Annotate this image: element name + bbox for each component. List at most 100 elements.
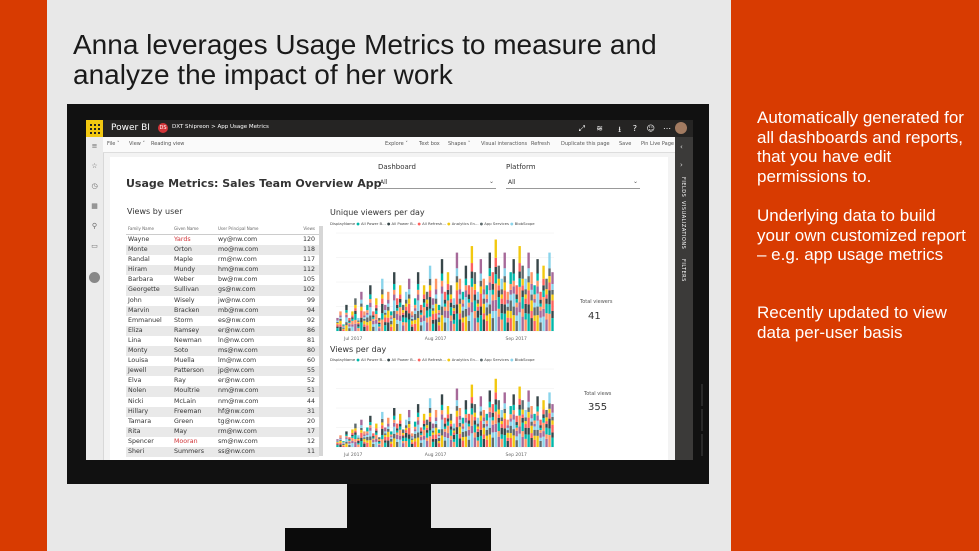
chart-bar-segment[interactable] — [396, 428, 399, 431]
chart-bar-segment[interactable] — [536, 280, 539, 287]
chart-bar-segment[interactable] — [536, 420, 539, 430]
chart-bar-segment[interactable] — [443, 440, 447, 447]
legend-item[interactable]: All Power B... — [360, 357, 386, 362]
chart-bar-segment[interactable] — [521, 431, 524, 437]
chart-bar-segment[interactable] — [434, 438, 438, 447]
chart-bar-segment[interactable] — [342, 445, 345, 447]
chart-bar-segment[interactable] — [378, 437, 381, 440]
chart-bar-segment[interactable] — [476, 423, 480, 427]
chart-bar-segment[interactable] — [431, 423, 435, 429]
chart-bar-segment[interactable] — [437, 437, 441, 442]
chart-bar-segment[interactable] — [422, 426, 426, 430]
app-launcher-icon[interactable] — [86, 120, 103, 137]
duplicate-page-button[interactable]: Duplicate this page — [561, 141, 610, 147]
chart-bar-segment[interactable] — [464, 417, 468, 423]
chart-bar-segment[interactable] — [378, 322, 381, 325]
chart-bar-segment[interactable] — [503, 403, 506, 409]
chart-bar-segment[interactable] — [416, 318, 420, 331]
legend-item[interactable]: BlobScope — [514, 221, 535, 226]
chart-bar-segment[interactable] — [527, 276, 530, 283]
chart-bar-segment[interactable] — [548, 252, 551, 269]
chart-bar-segment[interactable] — [506, 322, 509, 331]
chart-bar-segment[interactable] — [497, 417, 500, 423]
chart-bar-segment[interactable] — [494, 299, 497, 311]
chart-bar-segment[interactable] — [506, 299, 509, 304]
chart-bar-segment[interactable] — [446, 294, 450, 301]
chart-bar-segment[interactable] — [419, 325, 423, 331]
chart-bar-segment[interactable] — [366, 312, 369, 315]
download-icon[interactable]: ⭳ — [618, 125, 621, 134]
chart-bar-segment[interactable] — [407, 294, 411, 299]
chart-bar-segment[interactable] — [518, 312, 521, 331]
table-scrollbar[interactable] — [319, 226, 323, 456]
chart-bar-segment[interactable] — [506, 425, 509, 428]
chart-bar-segment[interactable] — [530, 418, 533, 422]
chart-bar-segment[interactable] — [363, 441, 366, 444]
chart-bar-segment[interactable] — [536, 411, 539, 416]
chart-bar-segment[interactable] — [521, 436, 524, 447]
chart-bar-segment[interactable] — [476, 310, 480, 318]
chart-bar-segment[interactable] — [396, 308, 399, 311]
chart-bar-segment[interactable] — [357, 317, 360, 321]
chart-bar-segment[interactable] — [524, 303, 527, 314]
chart-bar-segment[interactable] — [521, 400, 524, 410]
chart-bar-segment[interactable] — [542, 417, 545, 423]
chart-bar-segment[interactable] — [503, 304, 506, 314]
chart-bar-segment[interactable] — [458, 422, 462, 427]
chart-bar-segment[interactable] — [548, 282, 551, 291]
chart-bar-segment[interactable] — [351, 434, 354, 437]
chart-bar-segment[interactable] — [375, 439, 378, 442]
chart-bar-segment[interactable] — [404, 432, 408, 438]
chart-bar-segment[interactable] — [515, 436, 518, 441]
chart-bar-segment[interactable] — [419, 312, 423, 315]
chart-bar-segment[interactable] — [425, 430, 429, 433]
chart-bar-segment[interactable] — [533, 413, 536, 421]
chart-bar-segment[interactable] — [378, 328, 381, 331]
chart-bar-segment[interactable] — [410, 317, 414, 319]
chart-bar-segment[interactable] — [512, 419, 515, 430]
chart-bar-segment[interactable] — [351, 437, 354, 442]
chart-bar-segment[interactable] — [348, 320, 351, 322]
chart-bar-segment[interactable] — [419, 433, 423, 435]
chart-bar-segment[interactable] — [500, 319, 503, 331]
chart-bar-segment[interactable] — [548, 276, 551, 283]
chart-bar-segment[interactable] — [515, 415, 518, 423]
chart-bar-segment[interactable] — [533, 285, 536, 295]
chart-bar-segment[interactable] — [545, 427, 548, 435]
chart-bar-segment[interactable] — [470, 433, 474, 447]
chart-bar-segment[interactable] — [518, 398, 521, 405]
chart-bar-segment[interactable] — [428, 290, 432, 298]
chart-bar-segment[interactable] — [506, 437, 509, 441]
chart-bar-segment[interactable] — [416, 437, 420, 447]
chart-bar-segment[interactable] — [497, 290, 500, 298]
chart-bar-segment[interactable] — [390, 436, 393, 438]
chart-bar-segment[interactable] — [449, 420, 453, 424]
chart-bar-segment[interactable] — [503, 434, 506, 447]
chart-bar-segment[interactable] — [551, 294, 554, 301]
workspaces-icon[interactable]: ▭ — [91, 242, 98, 250]
chart-bar-segment[interactable] — [363, 311, 366, 316]
expand-icon[interactable]: ⤢ — [578, 124, 585, 133]
chart-bar-segment[interactable] — [440, 259, 444, 274]
chart-bar-segment[interactable] — [521, 265, 524, 279]
chart-bar-segment[interactable] — [488, 417, 491, 428]
chart-bar-segment[interactable] — [524, 278, 527, 290]
chart-bar-segment[interactable] — [366, 317, 369, 323]
chart-bar-segment[interactable] — [452, 441, 456, 447]
chart-bar-segment[interactable] — [458, 415, 462, 420]
chart-bar-segment[interactable] — [500, 421, 503, 425]
table-row[interactable]: Louisa Muella lm@nw.com 60 — [126, 356, 319, 366]
chart-bar-segment[interactable] — [494, 239, 497, 258]
chart-bar-segment[interactable] — [479, 396, 483, 407]
chart-bar-segment[interactable] — [410, 442, 414, 444]
chart-bar-segment[interactable] — [539, 317, 542, 323]
chart-bar-segment[interactable] — [431, 304, 435, 309]
chart-bar-segment[interactable] — [416, 416, 420, 421]
chart-bar-segment[interactable] — [422, 307, 426, 316]
chart-bar-segment[interactable] — [530, 406, 533, 415]
chart-bar-segment[interactable] — [536, 315, 539, 331]
chart-bar-segment[interactable] — [509, 300, 512, 312]
chart-bar-segment[interactable] — [539, 303, 542, 307]
table-row[interactable]: Monty Soto ms@nw.com 80 — [126, 346, 319, 357]
chart-bar-segment[interactable] — [369, 440, 372, 447]
